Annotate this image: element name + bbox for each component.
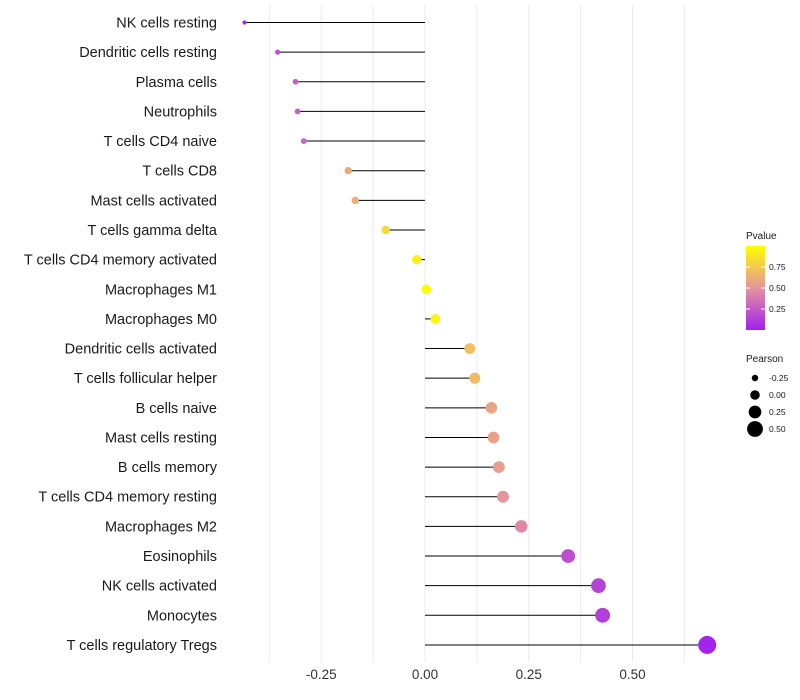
category-label: Dendritic cells activated [65, 342, 217, 358]
x-axis-tick-labels: -0.25 0.00 0.25 0.50 [306, 667, 646, 682]
category-label: Macrophages M1 [105, 282, 217, 298]
pearson-legend: Pearson -0.25 0.00 0.25 0.50 [746, 354, 789, 437]
lollipop-point [344, 167, 352, 175]
lollipop-point [698, 635, 717, 654]
lollipop-point [469, 372, 481, 384]
category-label: T cells CD4 memory activated [24, 253, 217, 269]
category-label: Dendritic cells resting [79, 45, 217, 61]
lollipop-point [464, 343, 476, 355]
category-label: B cells naive [136, 401, 217, 417]
lollipop-point [292, 78, 299, 85]
colorbar-tick-label: 0.50 [769, 283, 786, 293]
category-label: B cells memory [118, 460, 218, 476]
lollipop-point [591, 578, 606, 594]
x-tick-label: 0.50 [619, 667, 645, 682]
category-label: Eosinophils [143, 549, 217, 565]
lollipop-point [412, 254, 422, 265]
x-tick-label: 0.25 [516, 667, 542, 682]
x-tick-label: 0.00 [412, 667, 438, 682]
category-label: Mast cells activated [90, 193, 217, 209]
lollipop-point [561, 549, 576, 563]
size-legend-label: 0.00 [769, 390, 786, 400]
category-labels: NK cells resting Dendritic cells resting P… [24, 16, 218, 654]
size-legend-dot [748, 405, 762, 419]
lollipop-point [294, 108, 301, 115]
category-label: T cells CD4 naive [104, 134, 217, 150]
lollipop-point [492, 461, 505, 473]
category-label: NK cells resting [116, 16, 217, 32]
pvalue-legend: Pvalue 0.25 0.50 0.75 [746, 231, 786, 330]
category-label: T cells follicular helper [74, 371, 217, 387]
size-legend-dot [751, 374, 759, 382]
lollipop-point [300, 138, 307, 145]
category-label: Macrophages M0 [105, 312, 217, 328]
category-label: T cells gamma delta [88, 223, 218, 239]
category-label: T cells regulatory Tregs [67, 638, 217, 654]
lollipop-point [421, 284, 432, 295]
x-tick-label: -0.25 [306, 667, 337, 682]
size-legend-label: 0.25 [769, 407, 786, 417]
size-legend-label: 0.50 [769, 424, 786, 434]
size-legend-dot [747, 421, 763, 437]
lollipop-point [497, 490, 509, 503]
category-label: Monocytes [147, 608, 217, 624]
stem-layer [244, 22, 708, 646]
lollipop-point [595, 607, 611, 623]
category-label: Plasma cells [136, 75, 217, 91]
lollipop-point [242, 20, 247, 25]
pearson-legend-title: Pearson [746, 354, 783, 365]
category-label: Neutrophils [144, 104, 217, 120]
size-legend-dot [750, 390, 760, 400]
pvalue-legend-title: Pvalue [746, 231, 777, 242]
pvalue-colorbar [746, 246, 765, 330]
lollipop-point [430, 313, 441, 324]
category-label: NK cells activated [102, 579, 217, 595]
lollipop-point [275, 49, 281, 55]
grid-layer [268, 5, 685, 662]
point-layer [242, 20, 717, 654]
lollipop-point [351, 196, 360, 205]
size-legend-label: -0.25 [769, 373, 789, 383]
lollipop-point [515, 520, 528, 533]
lollipop-point [487, 431, 500, 444]
category-label: T cells CD8 [142, 164, 217, 180]
lollipop-point [485, 402, 498, 414]
category-label: T cells CD4 memory resting [38, 490, 217, 506]
category-label: Mast cells resting [105, 430, 217, 446]
category-label: Macrophages M2 [105, 519, 217, 535]
lollipop-point [381, 225, 390, 235]
colorbar-tick-label: 0.25 [769, 304, 786, 314]
colorbar-tick-label: 0.75 [769, 262, 786, 272]
